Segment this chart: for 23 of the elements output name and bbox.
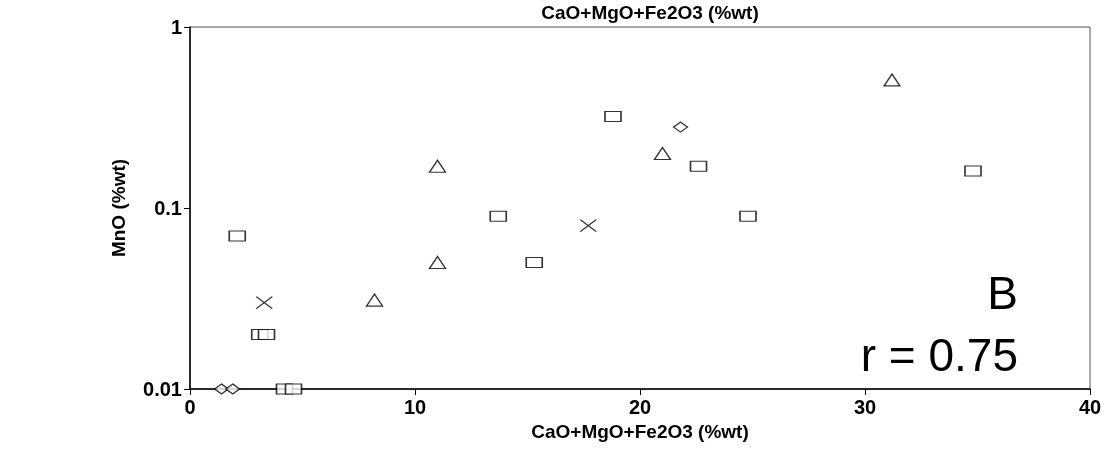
x-tick-label: 0 (184, 396, 196, 418)
point (255, 295, 273, 310)
y-tick-label: 1 (170, 16, 182, 38)
point (225, 383, 241, 395)
chart-title: CaO+MgO+Fe2O3 (%wt) (541, 2, 759, 23)
x-tick-label: 30 (853, 396, 877, 418)
x-tick-label: 10 (403, 396, 427, 418)
x-axis-title: CaO+MgO+Fe2O3 (%wt) (531, 420, 749, 442)
point (672, 121, 689, 133)
annotation: B (987, 267, 1019, 319)
y-axis-title: MnO (%wt) (108, 158, 129, 258)
y-tick-label: 0.01 (143, 378, 182, 400)
point (365, 293, 384, 307)
x-tick-label: 40 (1078, 396, 1102, 418)
x-tick-label: 20 (628, 396, 652, 418)
point (579, 218, 597, 233)
point (883, 73, 901, 87)
point (653, 146, 672, 161)
annotation: r = 0.75 (860, 329, 1019, 381)
point (213, 383, 230, 395)
y-tick-label: 0.1 (154, 197, 182, 219)
point (428, 159, 447, 173)
point (428, 255, 447, 270)
